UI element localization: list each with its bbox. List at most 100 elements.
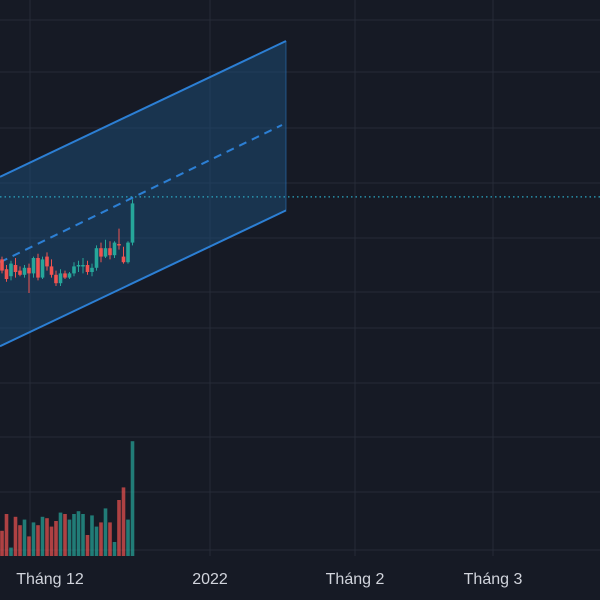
- volume-bar: [121, 487, 126, 556]
- candle-up: [112, 241, 117, 258]
- time-axis[interactable]: Tháng 12 2022 Tháng 2 Tháng 3: [16, 571, 522, 588]
- volume-bar: [112, 542, 117, 556]
- candle-body: [112, 242, 117, 256]
- candle-down: [4, 265, 9, 282]
- candle-down: [85, 260, 90, 275]
- x-tick-label: Tháng 12: [16, 571, 84, 588]
- volume-bar: [90, 515, 94, 556]
- candle-down: [108, 241, 112, 260]
- volume-bar: [81, 514, 85, 556]
- candle-up: [31, 256, 36, 278]
- channel-lower-line[interactable]: [0, 209, 287, 348]
- volume-bar: [108, 522, 112, 556]
- volume-bar: [4, 514, 9, 556]
- volume-bar: [22, 519, 27, 556]
- candle-body: [22, 267, 27, 275]
- candle-body: [67, 273, 72, 278]
- candle-up: [94, 245, 99, 271]
- volume-bar: [72, 514, 76, 556]
- grid-layer: [0, 0, 600, 556]
- channel-upper-line[interactable]: [0, 40, 287, 178]
- candle-down: [63, 270, 67, 279]
- candle-body: [81, 265, 85, 267]
- candle-down: [49, 259, 54, 278]
- candle-body: [72, 266, 76, 274]
- candle-body: [121, 256, 126, 263]
- candle-body: [108, 248, 112, 256]
- volume-bar: [45, 518, 49, 556]
- volume-bar: [76, 511, 81, 556]
- candle-body: [18, 270, 22, 275]
- candle-up: [67, 272, 72, 279]
- x-tick-label: Tháng 3: [464, 571, 523, 588]
- volume-bar: [99, 522, 103, 556]
- candle-body: [13, 265, 18, 272]
- candle-body: [90, 267, 94, 272]
- candle-down: [54, 270, 58, 286]
- candle-body: [76, 265, 81, 267]
- candle-down: [121, 246, 126, 264]
- volume-bar: [94, 526, 99, 556]
- candle-down: [18, 266, 22, 277]
- volume-bar: [31, 522, 36, 556]
- candle-body: [0, 259, 4, 271]
- volume-bar: [13, 516, 18, 556]
- candle-up: [58, 269, 63, 286]
- candle-body: [117, 244, 121, 246]
- volume-bar: [36, 525, 40, 556]
- channel-middle-line: [0, 124, 283, 264]
- candle-body: [130, 203, 135, 243]
- x-tick-label: 2022: [192, 571, 228, 588]
- volume-bar: [18, 525, 22, 556]
- candle-body: [49, 266, 54, 275]
- volume-bar: [63, 514, 67, 556]
- candle-body: [85, 265, 90, 272]
- candle-down: [0, 256, 4, 274]
- candle-body: [9, 263, 13, 277]
- candle-up: [81, 258, 85, 274]
- candle-up: [126, 241, 130, 264]
- candle-up: [72, 262, 76, 277]
- volume-bar: [27, 536, 31, 556]
- candle-body: [54, 274, 58, 284]
- parallel-channel-drawing[interactable]: [0, 40, 287, 348]
- volume-bar: [85, 535, 90, 556]
- candle-down: [13, 258, 18, 278]
- candle-up: [103, 239, 108, 258]
- candles-layer: [0, 199, 135, 293]
- candle-body: [27, 267, 31, 274]
- candle-body: [99, 248, 103, 257]
- volume-bar: [54, 521, 58, 556]
- volume-bar: [40, 516, 45, 556]
- volume-bar: [126, 519, 130, 556]
- volume-bar: [9, 547, 13, 556]
- candle-body: [31, 258, 36, 274]
- candle-body: [4, 269, 9, 279]
- volume-bar: [117, 500, 121, 556]
- volume-bar: [0, 530, 4, 556]
- candle-down: [45, 252, 49, 271]
- candle-body: [63, 273, 67, 278]
- candle-body: [40, 259, 45, 278]
- candle-down: [117, 228, 121, 250]
- candle-body: [103, 248, 108, 257]
- candle-up: [90, 263, 94, 277]
- volume-layer: [0, 441, 135, 556]
- volume-bar: [49, 526, 54, 556]
- candle-up: [130, 199, 135, 246]
- candle-body: [45, 256, 49, 267]
- volume-bar: [103, 508, 108, 556]
- candle-up: [40, 256, 45, 279]
- x-tick-label: Tháng 2: [326, 571, 385, 588]
- candle-body: [58, 273, 63, 284]
- candle-up: [9, 260, 13, 281]
- candle-down: [36, 253, 40, 281]
- candle-up: [22, 265, 27, 278]
- candle-body: [94, 248, 99, 268]
- candle-body: [126, 242, 130, 263]
- candle-body: [36, 258, 40, 278]
- candle-down: [99, 242, 103, 263]
